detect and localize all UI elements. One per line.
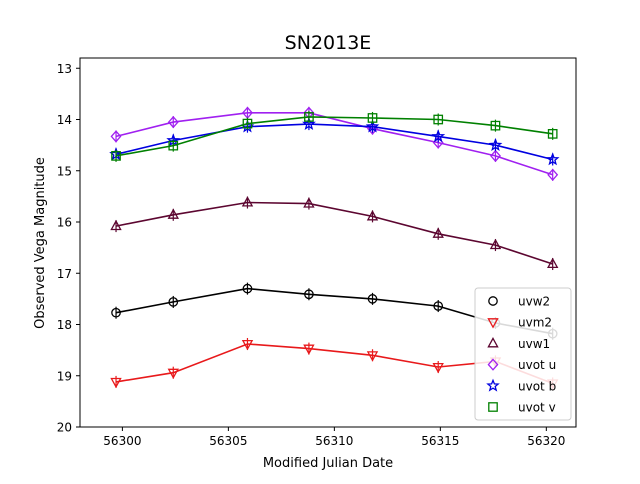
data-point [241,196,254,207]
y-axis-label: Observed Vega Magnitude [33,157,48,329]
y-tick-label: 20 [57,421,72,435]
legend-marker [487,318,499,329]
data-point [366,351,379,362]
data-point [242,118,253,129]
data-point [432,227,444,238]
x-tick-label: 56310 [315,434,353,448]
data-point [110,219,122,231]
data-point [111,307,121,318]
x-tick-label: 56305 [209,434,247,448]
series-line [115,201,553,265]
data-point [302,116,316,130]
data-point [111,151,121,161]
series-line [115,116,553,157]
data-point [367,294,378,304]
legend-marker [487,337,499,348]
data-point [367,113,378,123]
chart-title: SN2013E [285,32,372,54]
legend-label: uvw2 [518,295,550,309]
legend-entry: uvw1 [487,337,550,351]
data-point [433,301,444,311]
data-point [488,137,503,152]
data-point [490,120,501,131]
legend-entry: uvm2 [487,316,552,330]
data-point [431,129,446,143]
data-point [432,362,444,374]
x-tick-label: 56320 [527,434,565,448]
legend-marker [486,378,500,392]
legend: uvw2 uvm2 uvw1 uvot u uvot b uvot v [474,287,572,421]
y-tick-label: 18 [57,318,72,332]
data-point [110,130,122,143]
series-line [115,112,553,176]
series-line [115,123,553,161]
legend-label: uvm2 [518,316,552,330]
y-tick-label: 19 [57,369,72,383]
legend-box [474,287,572,421]
data-point [110,377,122,389]
y-tick-label: 16 [57,216,72,230]
data-point [366,210,379,221]
data-point [304,289,314,300]
series-uvot-b [109,116,560,166]
data-point [303,344,315,355]
y-tick-label: 14 [57,113,72,127]
series-uvw1 [110,196,559,271]
plot-area: 56300 56305 56310 56315 56320 13 14 15 16 17 18 19 2… [57,57,577,448]
data-point [547,128,558,139]
data-point [547,168,559,181]
data-point [489,238,502,250]
data-point [167,368,179,380]
data-point [241,339,254,351]
data-point [168,140,179,151]
x-axis-label: Modified Julian Date [263,456,393,471]
data-point [167,208,179,219]
legend-label: uvot u [518,358,556,372]
data-point [303,197,315,208]
data-point [168,297,179,307]
legend-label: uvw1 [518,337,550,351]
data-point [304,112,314,122]
legend-marker [487,358,499,371]
plot-frame [79,57,577,428]
legend-label: uvot v [518,401,556,415]
data-point [545,152,560,166]
legend-label: uvot b [518,379,556,393]
series-uvot-v [111,110,558,162]
y-tick-label: 15 [57,164,72,178]
data-point [547,257,559,269]
y-tick-label: 13 [57,62,72,76]
data-point [242,283,253,294]
legend-entry: uvot v [488,401,556,415]
legend-entry: uvot u [487,358,556,372]
data-point [167,115,179,129]
data-point [490,149,501,163]
data-point [433,114,444,125]
x-tick-label: 56300 [103,434,141,448]
legend-marker [488,402,498,412]
series-uvot-u [110,106,559,181]
legend-entry: uvw2 [488,295,550,309]
legend-entry: uvot b [486,378,556,393]
x-tick-label: 56315 [421,434,459,448]
y-tick-label: 17 [57,267,72,281]
data-point [365,119,380,133]
legend-marker [488,296,498,306]
